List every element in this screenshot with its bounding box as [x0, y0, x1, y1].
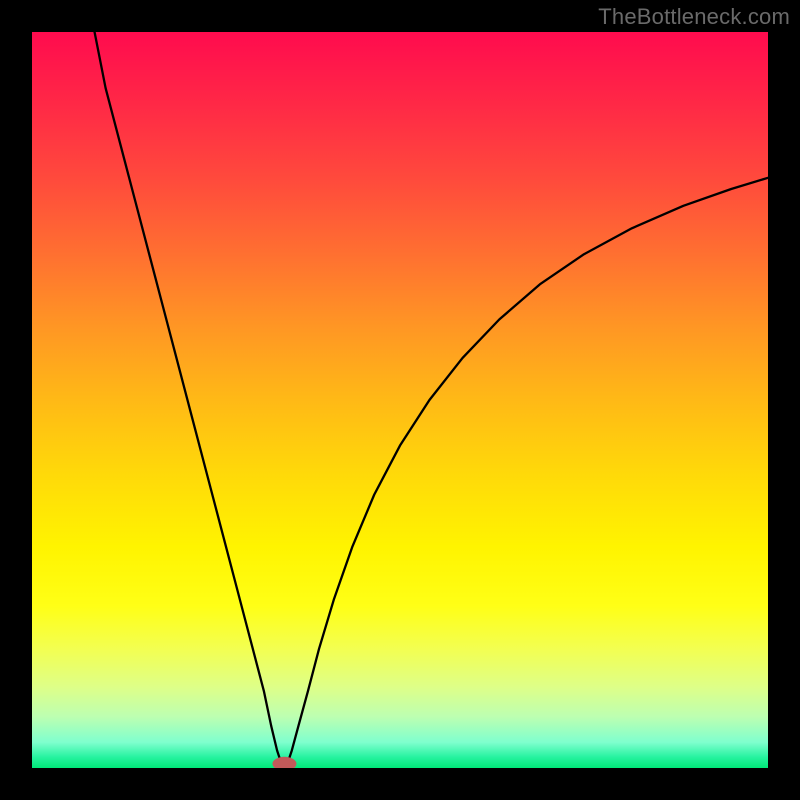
outer-border: TheBottleneck.com — [0, 0, 800, 800]
chart-svg — [32, 32, 768, 768]
plot-area — [32, 32, 768, 768]
watermark-text: TheBottleneck.com — [598, 4, 790, 30]
gradient-background — [32, 32, 768, 768]
